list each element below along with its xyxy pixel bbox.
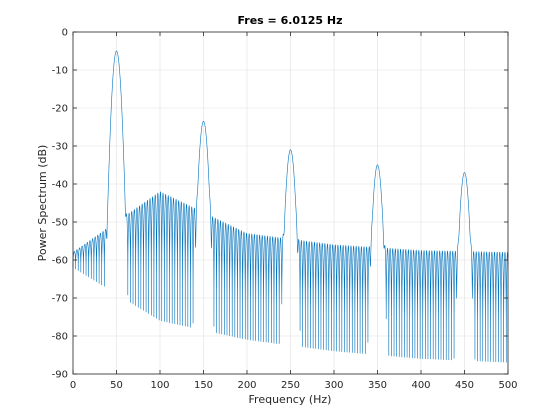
chart-title: Fres = 6.0125 Hz <box>237 14 342 27</box>
y-tick-label: -40 <box>52 180 68 191</box>
x-tick-label: 400 <box>411 380 430 391</box>
y-tick-label: -10 <box>52 66 68 77</box>
y-tick-label: -60 <box>52 256 68 267</box>
y-tick-label: 0 <box>62 28 68 39</box>
x-axis-label: Frequency (Hz) <box>249 393 332 406</box>
x-tick-label: 300 <box>324 380 343 391</box>
x-tick-labels: 0 50 100 150 200 250 300 350 400 450 500 <box>70 380 518 391</box>
x-tick-label: 250 <box>281 380 300 391</box>
spectrum-line <box>72 50 509 363</box>
y-tick-label: -30 <box>52 142 68 153</box>
y-tick-label: -20 <box>52 104 68 115</box>
y-tick-labels: 0 -10 -20 -30 -40 -50 -60 -70 -80 -90 <box>52 28 68 381</box>
y-tick-label: -90 <box>52 370 68 381</box>
y-axis-label: Power Spectrum (dB) <box>36 145 49 262</box>
x-tick-label: 150 <box>194 380 213 391</box>
series-group <box>72 50 509 363</box>
x-tick-label: 500 <box>498 380 517 391</box>
x-tick-label: 200 <box>237 380 256 391</box>
y-tick-label: -70 <box>52 294 68 305</box>
y-tick-label: -50 <box>52 218 68 229</box>
tick-marks <box>72 31 509 375</box>
x-tick-label: 450 <box>455 380 474 391</box>
y-tick-label: -80 <box>52 332 68 343</box>
x-tick-label: 100 <box>150 380 169 391</box>
x-tick-label: 50 <box>110 380 123 391</box>
x-tick-label: 350 <box>368 380 387 391</box>
x-tick-label: 0 <box>70 380 76 391</box>
